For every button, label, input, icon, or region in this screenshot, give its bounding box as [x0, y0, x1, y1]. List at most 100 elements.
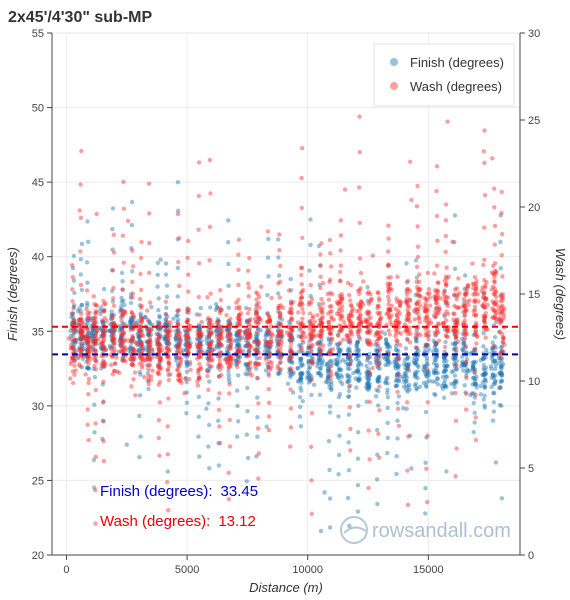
scatter-point — [433, 306, 439, 311]
scatter-point — [401, 376, 406, 382]
scatter-point — [452, 357, 457, 362]
scatter-point — [215, 339, 220, 344]
scatter-point — [205, 295, 210, 300]
scatter-point — [367, 371, 372, 376]
scatter-point — [165, 339, 170, 344]
scatter-point — [347, 356, 352, 361]
scatter-point — [188, 367, 193, 372]
scatter-point — [155, 319, 160, 325]
scatter-point — [473, 292, 478, 297]
scatter-point — [318, 317, 323, 323]
y-right-tick-label: 25 — [528, 115, 540, 127]
scatter-point — [405, 366, 410, 372]
scatter-point — [500, 274, 505, 279]
scatter-point — [176, 344, 181, 349]
scatter-point — [346, 388, 352, 394]
scatter-point — [444, 363, 450, 368]
scatter-point — [265, 344, 270, 349]
scatter-point — [377, 366, 382, 371]
scatter-point — [79, 343, 85, 348]
scatter-point — [367, 373, 373, 378]
scatter-point — [139, 327, 144, 332]
scatter-point — [77, 328, 83, 333]
scatter-point — [325, 379, 330, 384]
scatter-point — [329, 379, 334, 385]
scatter-point — [155, 326, 160, 332]
scatter-point — [109, 313, 115, 318]
scatter-point — [422, 364, 428, 370]
scatter-point — [343, 359, 348, 365]
scatter-point — [440, 321, 446, 326]
scatter-point — [178, 339, 183, 344]
scatter-point — [413, 372, 419, 377]
scatter-point — [92, 337, 97, 342]
scatter-point — [444, 295, 449, 300]
scatter-point — [247, 332, 252, 337]
scatter-point — [417, 316, 422, 321]
scatter-point — [78, 330, 83, 336]
scatter-point — [266, 387, 271, 392]
scatter-point — [383, 362, 388, 368]
scatter-point — [79, 337, 84, 342]
scatter-point — [287, 309, 292, 314]
scatter-point — [452, 332, 457, 337]
scatter-point — [228, 357, 234, 362]
scatter-point — [452, 381, 457, 386]
scatter-point — [162, 337, 167, 342]
scatter-point — [299, 175, 304, 181]
scatter-point — [113, 361, 118, 366]
scatter-point — [347, 292, 352, 298]
scatter-point — [187, 360, 193, 365]
scatter-point — [132, 370, 138, 375]
scatter-point — [367, 330, 372, 336]
scatter-point — [156, 296, 161, 301]
scatter-point — [207, 332, 213, 337]
scatter-point — [266, 274, 271, 279]
scatter-point — [204, 406, 209, 411]
scatter-point — [164, 294, 170, 299]
scatter-point — [306, 359, 311, 364]
scatter-point — [184, 347, 189, 352]
scatter-point — [309, 511, 314, 516]
scatter-point — [462, 335, 468, 340]
scatter-point — [327, 410, 333, 415]
scatter-point — [502, 342, 507, 347]
scatter-point — [148, 343, 153, 348]
scatter-point — [347, 362, 352, 367]
scatter-point — [377, 455, 382, 460]
scatter-point — [329, 336, 335, 341]
scatter-point — [137, 335, 142, 340]
scatter-point — [131, 264, 136, 269]
scatter-point — [219, 343, 224, 348]
scatter-point — [163, 316, 169, 322]
scatter-point — [92, 340, 97, 345]
scatter-point — [307, 268, 312, 273]
scatter-point — [277, 360, 283, 366]
scatter-point — [254, 319, 260, 324]
scatter-point — [196, 160, 202, 165]
scatter-point — [275, 363, 281, 369]
scatter-point — [86, 335, 92, 340]
finish-mean-annotation-label: Finish (degrees): — [100, 483, 213, 500]
scatter-point — [129, 315, 134, 320]
scatter-point — [176, 341, 181, 346]
scatter-point — [327, 237, 333, 243]
scatter-point — [377, 361, 382, 366]
scatter-point — [287, 332, 292, 337]
scatter-point — [315, 313, 320, 318]
scatter-point — [156, 418, 162, 423]
scatter-point — [450, 341, 455, 347]
scatter-point — [310, 360, 316, 365]
scatter-point — [425, 369, 430, 375]
scatter-point — [318, 366, 323, 372]
scatter-point — [464, 373, 469, 379]
scatter-point — [357, 351, 362, 357]
chart-title: 2x45'/4'30" sub-MP — [8, 9, 152, 26]
scatter-point — [111, 330, 116, 335]
scatter-point — [226, 357, 231, 362]
scatter-point — [109, 313, 114, 318]
scatter-point — [287, 366, 292, 371]
scatter-point — [245, 342, 251, 347]
scatter-point — [444, 364, 449, 369]
scatter-point — [471, 375, 476, 381]
